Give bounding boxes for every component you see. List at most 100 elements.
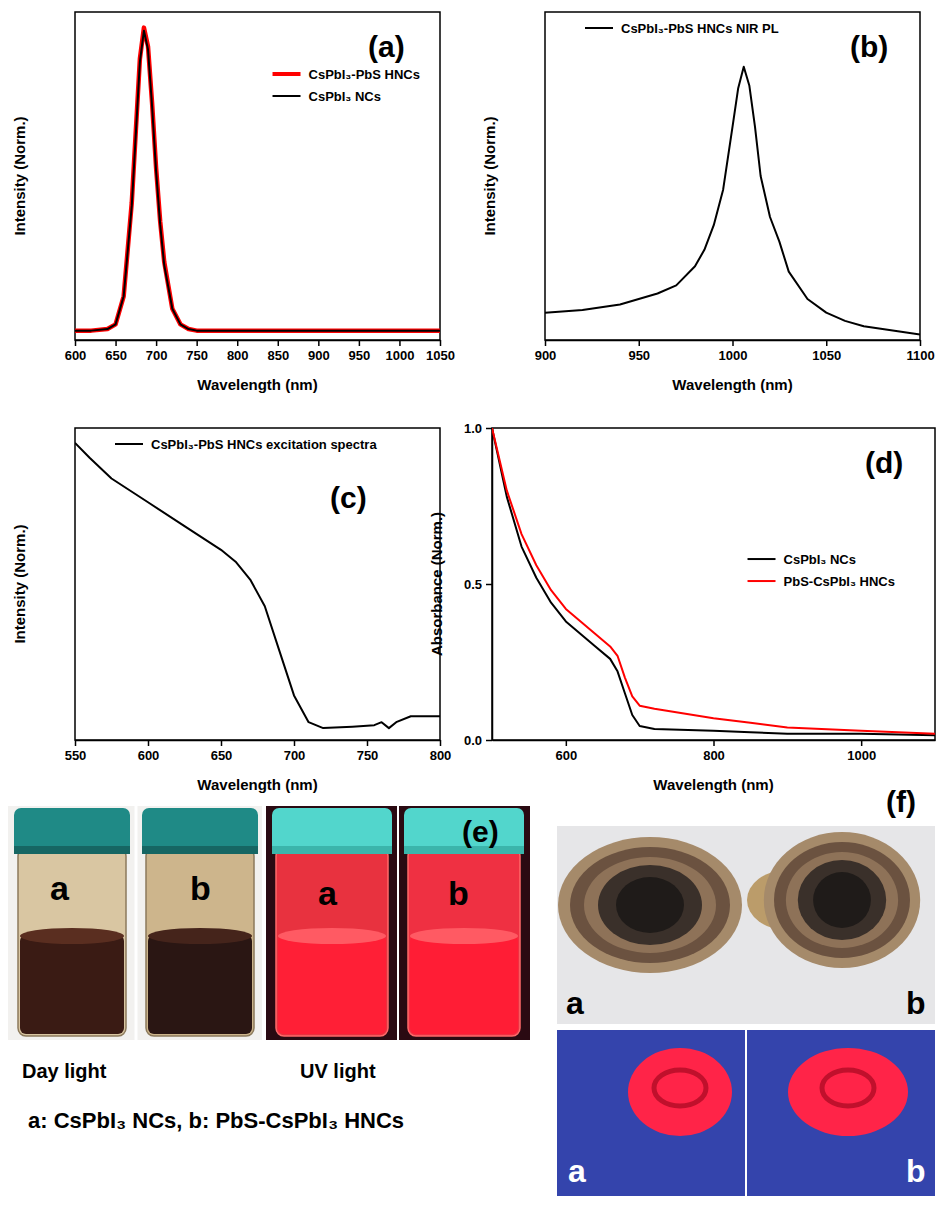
tick-label: 900 [535, 348, 557, 363]
tick-mark [732, 340, 734, 346]
x-axis-title: Wavelength (nm) [197, 376, 317, 393]
tick-mark [75, 340, 77, 346]
chart-panel: 550600650700750800Wavelength (nm)Intensi… [11, 428, 451, 793]
legend-item: PbS-CsPbI₃ HNCs [748, 574, 895, 589]
film-spot [747, 832, 920, 968]
film-ring [764, 832, 920, 968]
tick: 600 [65, 340, 87, 363]
photo-caption: Day light [22, 1060, 107, 1082]
sample-label: a [318, 874, 338, 912]
film-ring [616, 877, 684, 933]
sample-label: a [50, 869, 70, 907]
panel-label: (f) [886, 785, 916, 818]
figure: 600 650 700 750 800 850 900 950 1000 1050 Waveleng… [0, 0, 944, 1205]
vial-cap [14, 808, 130, 854]
legend-swatch [748, 558, 776, 560]
tick: 1000 [385, 340, 414, 363]
tick-label: 1050 [812, 348, 841, 363]
panel-label: (e) [462, 815, 499, 848]
tick-label: 700 [284, 748, 306, 763]
legend: CsPbI₃-PbS HNCs CsPbI₃ NCs [273, 67, 420, 104]
legend-label: CsPbI₃-PbS HNCs NIR PL [621, 21, 779, 36]
data-line [75, 443, 440, 728]
x-axis: 550 600 650 700 750 800 [65, 740, 452, 763]
vial-glass [146, 848, 254, 1036]
tick-mark [367, 740, 369, 746]
tick-mark [566, 740, 568, 746]
tick: 700 [146, 340, 168, 363]
photo-background [8, 806, 262, 1040]
tick: 650 [211, 740, 233, 763]
tick: 700 [284, 740, 306, 763]
legend-label: PbS-CsPbI₃ HNCs [784, 574, 895, 589]
sample-label: a [566, 985, 584, 1021]
tick: 1100 [906, 340, 934, 363]
vial-cap [142, 808, 258, 854]
chart-panel: 60080010000.00.51.0Wavelength (nm)Absorb… [428, 421, 936, 793]
film-ring [598, 865, 702, 945]
legend-item: CsPbI₃ NCs [748, 552, 856, 567]
plot-frame [75, 12, 440, 340]
vial-meniscus [278, 928, 386, 944]
tick-mark [148, 740, 150, 746]
tick: 600 [138, 740, 160, 763]
tick: 750 [357, 740, 379, 763]
tick-label: 550 [65, 748, 87, 763]
x-axis: 6008001000 [493, 740, 936, 763]
vial-cap-shade [272, 846, 392, 854]
tick-mark [545, 340, 547, 346]
tick: 650 [105, 340, 127, 363]
tick-label: 950 [349, 348, 371, 363]
photo-panel-f: (f)abab [557, 785, 935, 1196]
data-line [492, 428, 935, 735]
tick: 800 [703, 740, 725, 763]
legend-swatch [115, 443, 143, 445]
vial-glass [408, 848, 520, 1036]
film-ring [798, 860, 886, 940]
panel-label: (a) [368, 30, 405, 63]
tick-label: 950 [628, 348, 650, 363]
tick-label: 800 [227, 348, 249, 363]
legend-item: CsPbI₃ NCs [273, 89, 381, 104]
x-axis-title: Wavelength (nm) [197, 776, 317, 793]
legend-label: CsPbI₃-PbS HNCs excitation spectra [151, 437, 377, 452]
tick-mark [639, 340, 641, 346]
sample-label: b [190, 869, 211, 907]
legend-swatch [273, 95, 301, 97]
plot-frame [75, 428, 440, 740]
tick-label: 1100 [906, 348, 934, 363]
tick-label: 750 [186, 348, 208, 363]
tick-label: 800 [430, 748, 452, 763]
tick-mark [294, 740, 296, 746]
tick: 900 [308, 340, 330, 363]
x-axis: 600 650 700 750 800 850 900 950 1000 1050 [65, 340, 455, 363]
data-line [492, 428, 935, 734]
legend-swatch [273, 72, 301, 76]
glow-spot [788, 1048, 908, 1136]
tick-label: 1050 [426, 348, 455, 363]
vial-cap-shade [142, 846, 258, 854]
y-axis-title: Intensity (Norm.) [11, 116, 28, 235]
tick: 850 [267, 340, 289, 363]
tick-label: 600 [138, 748, 160, 763]
photo-divider [397, 806, 399, 1040]
glow-ring [654, 1070, 706, 1106]
y-axis-title: Absorbance (Norm.) [428, 512, 445, 656]
x-axis-title: Wavelength (nm) [672, 376, 792, 393]
vial-meniscus [410, 928, 518, 944]
plot-area [492, 428, 935, 735]
panel-label: (d) [865, 446, 903, 479]
y-axis-title: Intensity (Norm.) [481, 116, 498, 235]
tick-label: 1.0 [464, 421, 482, 436]
tick: 0.5 [464, 577, 492, 592]
tick-label: 600 [555, 748, 577, 763]
photo-divider [135, 806, 138, 1040]
axis-line [76, 740, 441, 742]
legend-item: CsPbI₃-PbS HNCs NIR PL [585, 21, 779, 36]
vial-liquid [278, 935, 386, 1034]
legend-label: CsPbI₃-PbS HNCs [309, 67, 420, 82]
tick-mark [399, 340, 401, 346]
tick-mark [196, 340, 198, 346]
sample-label: a [568, 1153, 586, 1189]
tick: 0.0 [464, 733, 492, 748]
